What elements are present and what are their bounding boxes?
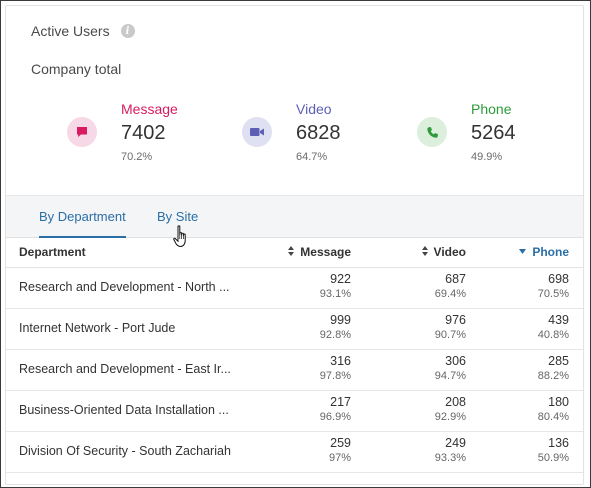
- video-count: 249: [445, 436, 466, 450]
- message-icon: [67, 117, 97, 147]
- video-camera-icon: [242, 117, 272, 147]
- department-name: Business-Oriented Data Installation ...: [19, 403, 229, 417]
- message-percent: 97.8%: [319, 370, 351, 382]
- phone-cell: 285 88.2%: [506, 354, 569, 382]
- message-cell: 999 92.8%: [286, 313, 351, 341]
- phone-percent: 40.8%: [537, 329, 569, 341]
- message-cell: 259 97%: [286, 436, 351, 464]
- stat-percent: 64.7%: [296, 151, 328, 163]
- video-count: 976: [445, 313, 466, 327]
- phone-cell: 136 50.9%: [506, 436, 569, 464]
- tab-by-site[interactable]: By Site: [157, 196, 198, 237]
- department-name: Research and Development - North ...: [19, 280, 230, 294]
- message-percent: 92.8%: [319, 329, 351, 341]
- phone-cell: 439 40.8%: [506, 313, 569, 341]
- stat-percent: 70.2%: [121, 151, 153, 163]
- sort-icon: [421, 246, 428, 258]
- message-count: 259: [330, 436, 351, 450]
- column-header-video[interactable]: Video: [406, 245, 466, 259]
- stat-value: 5264: [471, 122, 516, 144]
- video-cell: 976 90.7%: [406, 313, 466, 341]
- message-percent: 93.1%: [319, 288, 351, 300]
- video-count: 306: [445, 354, 466, 368]
- column-header-label: Phone: [532, 245, 569, 259]
- stat-label: Phone: [471, 101, 512, 117]
- video-cell: 208 92.9%: [406, 395, 466, 423]
- sort-desc-icon: [519, 248, 527, 256]
- video-count: 208: [445, 395, 466, 409]
- phone-percent: 70.5%: [537, 288, 569, 300]
- company-total-label: Company total: [31, 61, 122, 77]
- column-header-message[interactable]: Message: [286, 245, 351, 259]
- stat-label: Message: [121, 101, 178, 117]
- video-cell: 249 93.3%: [406, 436, 466, 464]
- tabs-bar: By Department By Site: [6, 195, 583, 238]
- video-cell: 687 69.4%: [406, 272, 466, 300]
- video-count: 687: [445, 272, 466, 286]
- department-table: Department Message Video: [6, 237, 583, 473]
- table-header: Department Message Video: [6, 237, 583, 268]
- video-percent: 69.4%: [434, 288, 466, 300]
- active-users-card: Active Users i Company total Message 740…: [5, 5, 584, 485]
- column-header-department[interactable]: Department: [19, 245, 86, 259]
- tab-label: By Department: [39, 209, 126, 224]
- stat-phone: Phone 5264 49.9%: [417, 101, 516, 163]
- phone-count: 439: [548, 313, 569, 327]
- phone-count: 698: [548, 272, 569, 286]
- message-percent: 97%: [328, 452, 351, 464]
- table-row[interactable]: Research and Development - East Ir... 316…: [6, 350, 583, 391]
- video-percent: 92.9%: [434, 411, 466, 423]
- video-cell: 306 94.7%: [406, 354, 466, 382]
- tab-by-department[interactable]: By Department: [39, 196, 126, 238]
- card-header: Active Users i: [31, 23, 135, 39]
- column-header-label: Video: [433, 245, 466, 259]
- phone-count: 285: [548, 354, 569, 368]
- stat-value: 7402: [121, 122, 166, 144]
- stat-value: 6828: [296, 122, 341, 144]
- video-percent: 93.3%: [434, 452, 466, 464]
- stat-percent: 49.9%: [471, 151, 503, 163]
- hand-cursor-icon: [173, 225, 186, 248]
- department-name: Division Of Security - South Zachariah: [19, 444, 231, 458]
- table-row[interactable]: Business-Oriented Data Installation ... 2…: [6, 391, 583, 432]
- phone-percent: 80.4%: [537, 411, 569, 423]
- sort-icon: [288, 246, 295, 258]
- table-row[interactable]: Research and Development - North ... 922 9…: [6, 268, 583, 309]
- message-count: 922: [330, 272, 351, 286]
- message-count: 316: [330, 354, 351, 368]
- column-header-label: Message: [300, 245, 351, 259]
- message-cell: 316 97.8%: [286, 354, 351, 382]
- department-name: Internet Network - Port Jude: [19, 321, 176, 335]
- info-icon[interactable]: i: [120, 24, 135, 38]
- message-count: 217: [330, 395, 351, 409]
- card-title: Active Users: [31, 23, 110, 39]
- stat-label: Video: [296, 101, 332, 117]
- phone-cell: 698 70.5%: [506, 272, 569, 300]
- stat-video: Video 6828 64.7%: [242, 101, 341, 163]
- video-percent: 94.7%: [434, 370, 466, 382]
- video-percent: 90.7%: [434, 329, 466, 341]
- department-name: Research and Development - East Ir...: [19, 362, 231, 376]
- phone-icon: [417, 117, 447, 147]
- stat-message: Message 7402 70.2%: [67, 101, 178, 163]
- message-cell: 217 96.9%: [286, 395, 351, 423]
- phone-count: 180: [548, 395, 569, 409]
- table-row[interactable]: Internet Network - Port Jude 999 92.8% 976 9…: [6, 309, 583, 350]
- message-percent: 96.9%: [319, 411, 351, 423]
- tab-label: By Site: [157, 209, 199, 224]
- phone-percent: 88.2%: [537, 370, 569, 382]
- message-cell: 922 93.1%: [286, 272, 351, 300]
- phone-count: 136: [548, 436, 569, 450]
- phone-cell: 180 80.4%: [506, 395, 569, 423]
- message-count: 999: [330, 313, 351, 327]
- column-header-phone[interactable]: Phone: [506, 245, 569, 259]
- table-row[interactable]: Division Of Security - South Zachariah 25…: [6, 432, 583, 473]
- phone-percent: 50.9%: [537, 452, 569, 464]
